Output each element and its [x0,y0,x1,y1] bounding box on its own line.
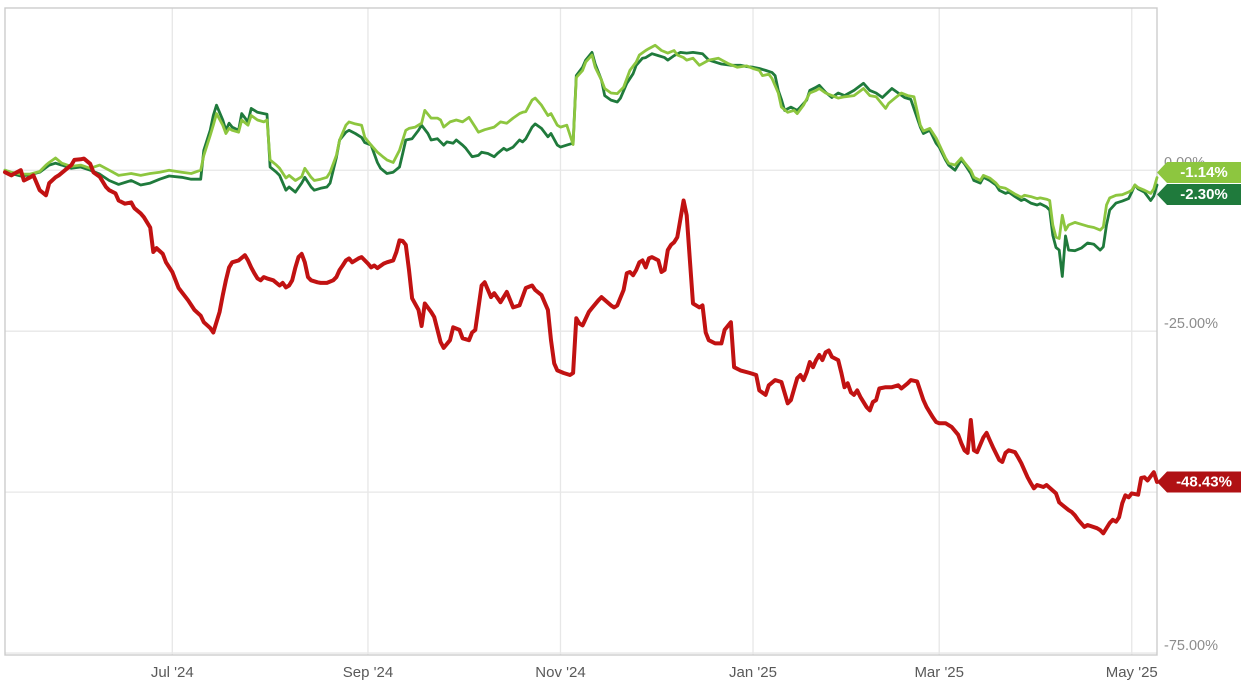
series-red-badge [1157,471,1241,493]
series-light-green-line[interactable] [3,43,1159,240]
x-axis-tick-label: May '25 [1106,664,1158,681]
x-axis-tick-label: Mar '25 [914,664,964,681]
x-axis-tick-label: Jul '24 [151,664,194,681]
series-dark-green-badge [1157,184,1241,205]
y-axis-tick-label: -75.00% [1164,638,1218,654]
series-red-line[interactable] [3,156,1159,536]
x-axis-tick-label: Sep '24 [343,664,393,681]
plot-border [4,7,1158,656]
series-dark-green-badge-label: -2.30% [1180,186,1228,203]
x-axis-tick-label: Nov '24 [535,664,585,681]
series-light-green-badge-label: -1.14% [1180,164,1228,181]
y-axis-tick-label: -25.00% [1164,316,1218,332]
x-axis-tick-label: Jan '25 [729,664,777,681]
series-light-green-badge [1157,162,1241,183]
series-red-badge-label: -48.43% [1176,474,1232,491]
